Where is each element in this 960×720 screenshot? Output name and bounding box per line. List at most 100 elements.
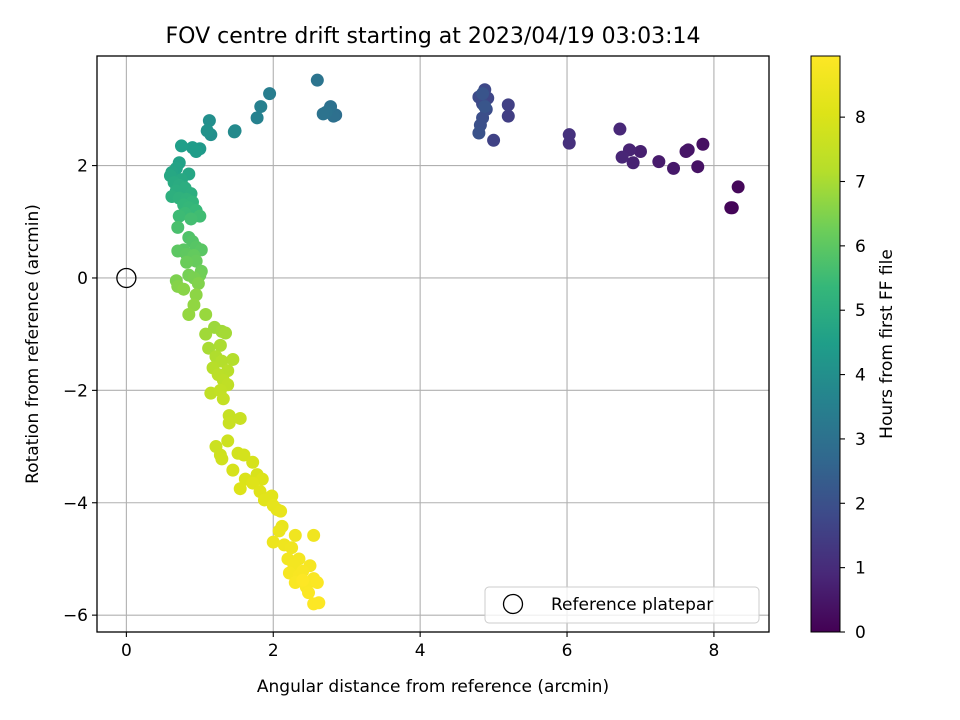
data-point [182,307,196,321]
y-tick-label: −2 [63,381,88,401]
data-point [302,586,316,600]
colorbar-tick-label: 7 [855,172,866,192]
data-point [613,122,627,136]
data-point [177,282,191,296]
data-point [189,145,203,159]
data-point [310,73,324,87]
data-point [285,541,299,555]
data-point [221,434,235,448]
colorbar-tick-label: 1 [855,559,866,579]
colorbar-tick-label: 0 [855,623,866,643]
data-point [202,341,216,355]
x-tick-label: 0 [121,641,132,661]
legend-label: Reference platepar [551,595,713,615]
data-point [213,338,227,352]
data-point [307,528,321,542]
data-point [202,114,216,128]
data-point [667,161,681,175]
chart-title: FOV centre drift starting at 2023/04/19 … [166,24,701,49]
scatter-points [163,73,745,611]
data-point [652,155,666,169]
x-tick-label: 4 [415,641,426,661]
data-point [233,482,247,496]
data-point [696,137,710,151]
data-point [199,307,213,321]
data-point [731,180,745,194]
data-point [501,98,515,112]
data-point [254,100,268,114]
y-tick-label: −4 [63,494,88,514]
reference-marker [116,267,137,289]
plot-frame [96,55,770,633]
legend: Reference platepar [484,586,760,624]
data-point [476,87,490,101]
data-point [174,139,188,153]
x-axis-label: Angular distance from reference (arcmin) [257,677,609,697]
data-point [250,111,264,125]
data-point [191,277,205,291]
data-point [189,254,203,268]
data-point [266,535,280,549]
data-point [562,128,576,142]
x-tick-label: 8 [709,641,720,661]
data-point [222,416,236,430]
y-tick-label: −6 [63,606,88,626]
data-point [691,160,705,174]
data-point [296,573,310,587]
data-point [272,524,286,538]
data-point [171,220,185,234]
reference-point [116,267,137,289]
x-tick-label: 6 [562,641,573,661]
colorbar-ticks: 0 1 2 3 4 5 6 7 8 [840,108,866,643]
y-tick-label: 2 [77,157,88,177]
colorbar-tick-label: 6 [855,237,866,257]
data-point [219,326,233,340]
data-point [724,201,738,215]
data-point [184,212,198,226]
data-point [310,576,324,590]
legend-box [484,586,760,624]
data-point [187,298,201,312]
data-point [233,411,247,425]
data-point [274,504,288,518]
data-point [626,156,640,170]
colorbar [810,55,841,633]
data-point [226,352,240,366]
legend-marker [502,593,524,615]
y-tick-label: 0 [77,269,88,289]
colorbar-tick-label: 3 [855,430,866,450]
x-axis-ticks: 0 2 4 6 8 [121,632,719,661]
data-point [246,476,260,490]
data-point [227,125,241,139]
data-point [237,448,251,462]
data-point [615,150,629,164]
data-point [296,564,310,578]
data-point [216,392,230,406]
y-axis-label: Rotation from reference (arcmin) [23,204,43,484]
colorbar-tick-label: 5 [855,301,866,321]
data-point [633,145,647,159]
data-point [189,288,203,302]
data-point [263,87,277,101]
data-point [288,528,302,542]
data-point [180,255,194,269]
x-tick-label: 2 [268,641,279,661]
data-point [226,463,240,477]
colorbar-tick-label: 8 [855,108,866,128]
data-point [215,452,229,466]
data-point [316,107,330,121]
data-point [472,126,486,140]
y-axis-ticks: −6 −4 −2 0 2 [63,157,97,626]
data-point [199,327,213,341]
data-point [246,455,260,469]
data-point [679,145,693,159]
grid [97,56,769,632]
data-point [501,109,515,123]
data-point [172,209,186,223]
colorbar-tick-label: 2 [855,494,866,514]
data-point [487,133,501,147]
data-point [215,354,229,368]
data-point [478,100,492,114]
data-point [312,596,326,610]
